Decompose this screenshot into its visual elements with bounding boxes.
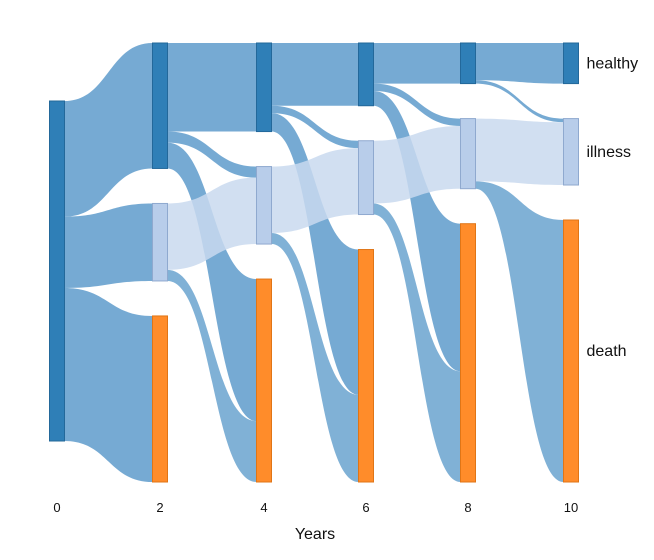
- flow-healthy-to-illness-2-4: [167, 131, 257, 178]
- flow-healthy-to-illness-0-2: [64, 203, 153, 288]
- flow-healthy-to-death-4-6: [271, 113, 359, 395]
- state-label-layer: healthy illness death: [587, 55, 639, 360]
- flow-healthy-to-death-6-8: [373, 90, 461, 372]
- node-healthy-year-10: [563, 42, 579, 85]
- flow-illness-to-illness-6-8: [373, 125, 461, 204]
- x-tick-label-0: 0: [53, 500, 60, 515]
- state-label-death: death: [587, 343, 627, 360]
- node-healthy-year-8: [460, 42, 476, 85]
- flow-layer: [64, 43, 564, 482]
- x-axis-title: Years: [295, 526, 335, 543]
- x-tick-layer: 0 2 4 6 8 10: [53, 500, 578, 515]
- node-illness-year-10: [563, 118, 579, 186]
- x-tick-label-2: 2: [156, 500, 163, 515]
- node-healthy-year-6: [358, 42, 374, 107]
- x-tick-label-4: 4: [260, 500, 267, 515]
- node-healthy-year-0: [49, 100, 65, 442]
- node-death-year-8: [460, 223, 476, 483]
- x-tick-label-6: 6: [362, 500, 369, 515]
- flow-healthy-to-healthy-8-10: [475, 43, 564, 84]
- state-label-illness: illness: [587, 144, 631, 161]
- flow-illness-to-illness-4-6: [271, 148, 359, 233]
- flow-healthy-to-healthy-4-6: [271, 43, 359, 106]
- flow-healthy-to-illness-4-6: [271, 105, 359, 149]
- node-death-year-10: [563, 219, 579, 483]
- node-healthy-year-2: [152, 42, 168, 169]
- flow-healthy-to-healthy-0-2: [64, 43, 153, 217]
- flow-healthy-to-death-0-2: [64, 288, 153, 482]
- flow-healthy-to-illness-6-8: [373, 83, 461, 126]
- node-illness-year-2: [152, 202, 168, 282]
- node-death-year-6: [358, 249, 374, 483]
- x-tick-label-10: 10: [564, 500, 578, 515]
- node-healthy-year-4: [256, 42, 272, 133]
- flow-healthy-to-healthy-2-4: [167, 43, 257, 132]
- flow-illness-to-illness-2-4: [167, 177, 257, 270]
- flow-illness-to-death-8-10: [475, 181, 564, 482]
- node-illness-year-4: [256, 166, 272, 245]
- flow-illness-to-illness-8-10: [475, 118, 564, 186]
- node-layer: [49, 42, 579, 483]
- flow-healthy-to-illness-8-10: [475, 80, 564, 123]
- node-illness-year-6: [358, 140, 374, 216]
- flow-illness-to-death-4-6: [271, 232, 359, 482]
- flow-healthy-to-death-2-4: [167, 142, 257, 422]
- flow-illness-to-death-6-8: [373, 203, 461, 482]
- x-tick-label-8: 8: [464, 500, 471, 515]
- flow-illness-to-death-2-4: [167, 269, 257, 482]
- node-death-year-2: [152, 315, 168, 483]
- flow-healthy-to-healthy-6-8: [373, 43, 461, 84]
- node-illness-year-8: [460, 118, 476, 190]
- node-death-year-4: [256, 278, 272, 483]
- state-label-healthy: healthy: [587, 55, 639, 72]
